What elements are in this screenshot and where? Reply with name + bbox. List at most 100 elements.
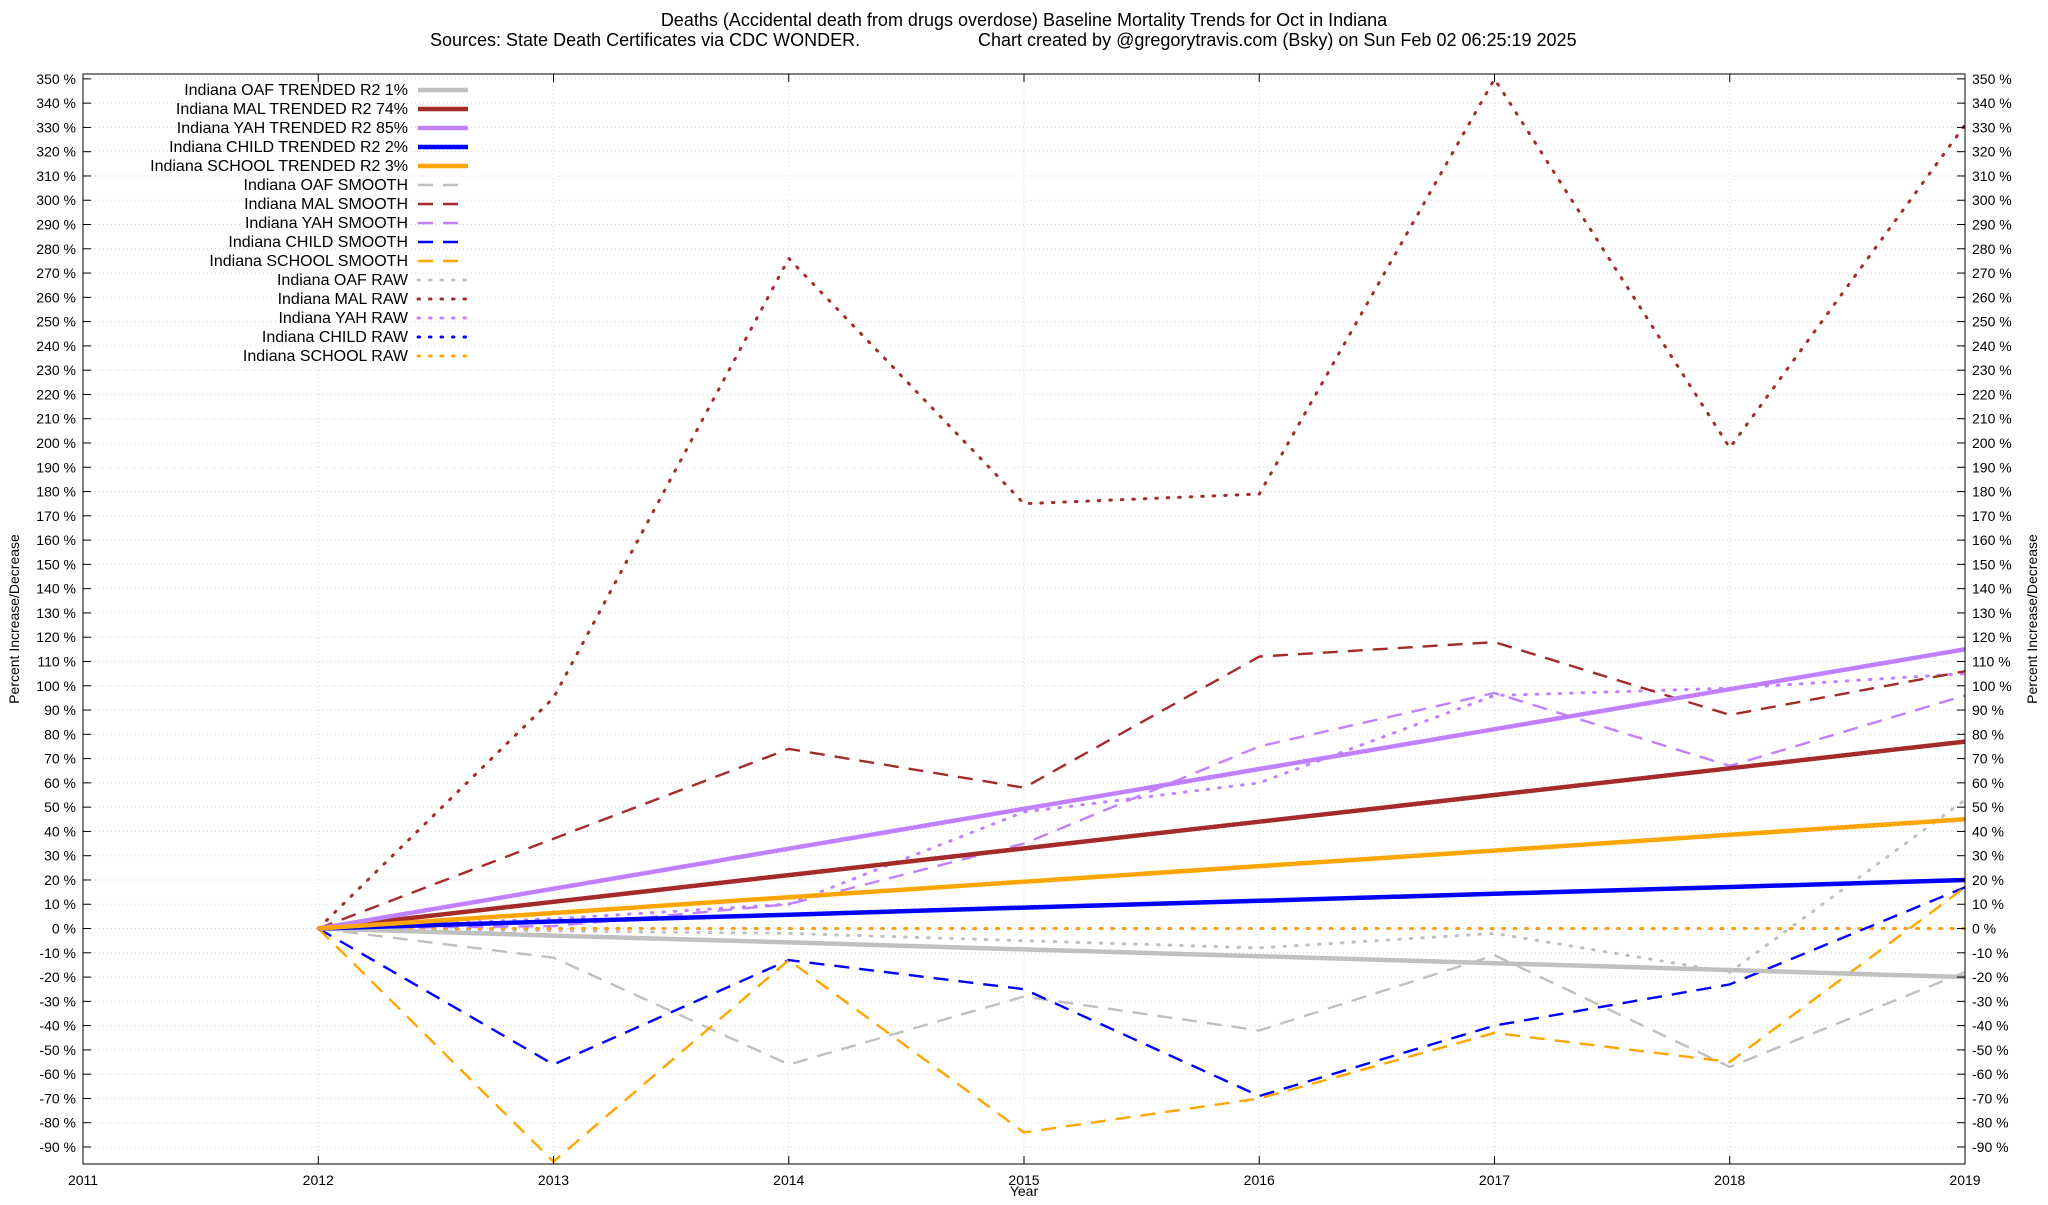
y-tick-label-right: 230 % <box>1972 362 2012 378</box>
y-tick-label-left: -50 % <box>39 1042 76 1058</box>
y-tick-label-left: 310 % <box>36 168 76 184</box>
x-tick-label: 2011 <box>68 1172 98 1188</box>
legend-label: Indiana CHILD SMOOTH <box>228 234 408 251</box>
y-tick-label-right: 140 % <box>1972 581 2012 597</box>
y-tick-label-right: -50 % <box>1972 1042 2009 1058</box>
y-tick-label-right: 310 % <box>1972 168 2012 184</box>
x-tick-label: 2013 <box>538 1172 569 1188</box>
y-tick-label-right: 10 % <box>1972 896 2004 912</box>
y-tick-label-left: 130 % <box>36 605 76 621</box>
y-tick-label-right: 120 % <box>1972 629 2012 645</box>
legend-label: Indiana MAL TRENDED R2 74% <box>176 101 408 118</box>
y-tick-label-left: 20 % <box>44 872 76 888</box>
y-tick-label-left: 160 % <box>36 532 76 548</box>
y-axis-label-right: Percent Increase/Decrease <box>2024 534 2040 704</box>
y-tick-label-right: -80 % <box>1972 1115 2009 1131</box>
x-tick-label: 2012 <box>303 1172 334 1188</box>
legend-label: Indiana YAH RAW <box>278 310 408 327</box>
y-tick-label-left: 90 % <box>44 702 76 718</box>
y-tick-label-left: 220 % <box>36 386 76 402</box>
legend: Indiana OAF TRENDED R2 1% Indiana MAL TRE… <box>150 82 470 365</box>
y-tick-label-left: 70 % <box>44 751 76 767</box>
legend-label: Indiana OAF TRENDED R2 1% <box>184 82 408 99</box>
y-tick-label-right: 340 % <box>1972 95 2012 111</box>
legend-label: Indiana OAF SMOOTH <box>244 177 409 194</box>
y-tick-label-left: 300 % <box>36 192 76 208</box>
series-line-oaf-trended-r <box>318 926 1966 980</box>
y-tick-label-right: 270 % <box>1972 265 2012 281</box>
legend-label: Indiana YAH TRENDED R2 85% <box>177 120 408 137</box>
y-tick-label-right: 20 % <box>1972 872 2004 888</box>
y-tick-label-right: 190 % <box>1972 459 2012 475</box>
legend-label: Indiana OAF RAW <box>277 272 409 289</box>
y-tick-label-left: 330 % <box>36 119 76 135</box>
y-tick-label-right: 250 % <box>1972 314 2012 330</box>
y-tick-label-left: 190 % <box>36 459 76 475</box>
x-tick-label: 2018 <box>1714 1172 1745 1188</box>
series-line-yah-smooth <box>318 691 1966 930</box>
y-tick-label-left: 290 % <box>36 217 76 233</box>
series-line-yah-raw <box>316 672 1967 930</box>
grid <box>82 74 1966 1164</box>
y-tick-label-left: 100 % <box>36 678 76 694</box>
legend-label: Indiana SCHOOL SMOOTH <box>209 253 408 270</box>
y-tick-label-left: 50 % <box>44 799 76 815</box>
y-tick-label-left: 350 % <box>36 71 76 87</box>
legend-label: Indiana YAH SMOOTH <box>245 215 408 232</box>
y-tick-label-left: 140 % <box>36 581 76 597</box>
y-tick-label-right: 40 % <box>1972 823 2004 839</box>
y-tick-label-right: 240 % <box>1972 338 2012 354</box>
x-tick-label: 2019 <box>1949 1172 1980 1188</box>
y-tick-label-right: 60 % <box>1972 775 2004 791</box>
chart-subtitle-right: Chart created by @gregorytravis.com (Bsk… <box>978 30 1577 50</box>
y-tick-label-right: 260 % <box>1972 289 2012 305</box>
y-tick-label-right: 330 % <box>1972 119 2012 135</box>
y-tick-label-right: 280 % <box>1972 241 2012 257</box>
series-line-child-smooth <box>317 886 1966 1098</box>
y-tick-label-left: 320 % <box>36 144 76 160</box>
y-tick-label-right: -40 % <box>1972 1018 2009 1034</box>
y-tick-label-left: 280 % <box>36 241 76 257</box>
y-tick-label-left: 60 % <box>44 775 76 791</box>
y-tick-label-left: 250 % <box>36 314 76 330</box>
y-tick-label-right: -70 % <box>1972 1090 2009 1106</box>
series-line-mal-raw <box>316 75 1967 930</box>
y-tick-label-right: 290 % <box>1972 217 2012 233</box>
x-tick-label: 2014 <box>773 1172 804 1188</box>
y-tick-label-right: 100 % <box>1972 678 2012 694</box>
series-line-mal-smooth <box>317 640 1966 930</box>
y-tick-label-right: 320 % <box>1972 144 2012 160</box>
y-tick-label-left: 230 % <box>36 362 76 378</box>
y-tick-label-left: 180 % <box>36 484 76 500</box>
y-tick-label-right: 220 % <box>1972 386 2012 402</box>
y-tick-label-left: 240 % <box>36 338 76 354</box>
y-tick-label-left: 0 % <box>52 921 76 937</box>
y-axis-label-left: Percent Increase/Decrease <box>6 534 22 704</box>
series-layer <box>316 75 1967 1164</box>
y-tick-label-left: 210 % <box>36 411 76 427</box>
y-tick-label-left: -20 % <box>39 969 76 985</box>
y-tick-label-right: 130 % <box>1972 605 2012 621</box>
ticks: 350 % 350 % 340 % 340 % 330 % 330 % 320 % 320 %… <box>36 71 2011 1188</box>
series-line-school-trended-r <box>318 817 1966 931</box>
y-tick-label-left: -80 % <box>39 1115 76 1131</box>
chart-subtitle-left: Sources: State Death Certificates via CD… <box>430 30 860 50</box>
y-tick-label-left: 10 % <box>44 896 76 912</box>
y-tick-label-left: -10 % <box>39 945 76 961</box>
y-tick-label-left: 170 % <box>36 508 76 524</box>
y-tick-label-right: 0 % <box>1972 921 1996 937</box>
legend-label: Indiana MAL RAW <box>278 291 409 308</box>
series-line-mal-trended-r <box>318 739 1966 931</box>
y-tick-label-left: 110 % <box>37 653 76 669</box>
y-tick-label-left: 200 % <box>36 435 76 451</box>
y-tick-label-right: -90 % <box>1972 1139 2009 1155</box>
y-tick-label-right: 300 % <box>1972 192 2012 208</box>
y-tick-label-right: 70 % <box>1972 751 2004 767</box>
series-line-yah-trended-r <box>317 647 1966 931</box>
legend-label: Indiana SCHOOL TRENDED R2 3% <box>150 158 408 175</box>
x-tick-label: 2015 <box>1008 1172 1039 1188</box>
y-tick-label-right: 110 % <box>1972 653 2011 669</box>
y-tick-label-left: 80 % <box>44 726 76 742</box>
